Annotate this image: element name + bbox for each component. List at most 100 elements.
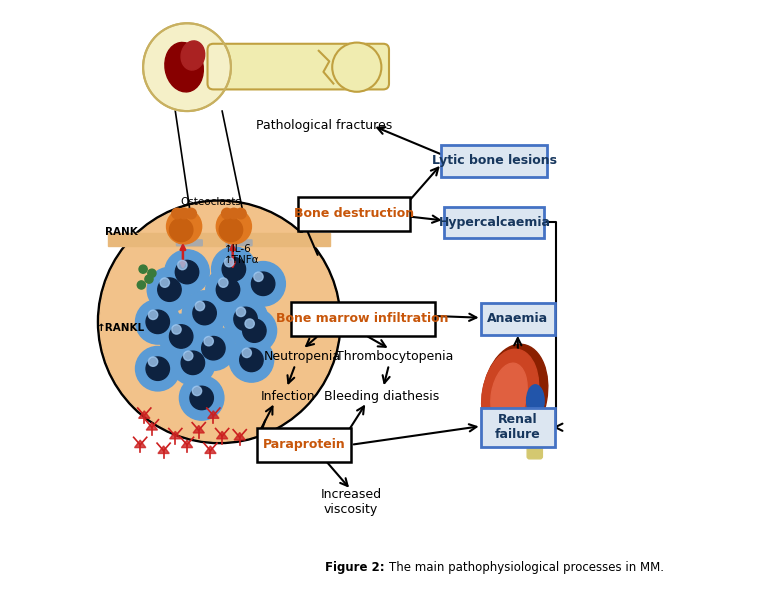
Circle shape <box>160 278 170 287</box>
Circle shape <box>146 357 170 381</box>
Circle shape <box>177 261 187 269</box>
Polygon shape <box>158 446 170 453</box>
Circle shape <box>223 258 246 281</box>
Circle shape <box>158 278 181 301</box>
Circle shape <box>223 297 268 341</box>
Circle shape <box>219 218 243 242</box>
Text: The main pathophysiological processes in MM.: The main pathophysiological processes in… <box>389 561 664 574</box>
FancyBboxPatch shape <box>108 233 331 246</box>
Polygon shape <box>170 431 181 439</box>
Circle shape <box>135 300 180 344</box>
Circle shape <box>225 258 234 267</box>
Circle shape <box>181 351 205 375</box>
Circle shape <box>191 326 236 371</box>
Circle shape <box>175 261 198 284</box>
Circle shape <box>190 387 213 410</box>
Polygon shape <box>216 431 228 439</box>
Circle shape <box>179 208 189 219</box>
Circle shape <box>159 314 203 359</box>
FancyBboxPatch shape <box>226 240 239 246</box>
FancyBboxPatch shape <box>291 302 435 336</box>
Circle shape <box>216 278 240 301</box>
Circle shape <box>232 309 277 353</box>
Ellipse shape <box>491 363 527 427</box>
Circle shape <box>241 262 286 306</box>
Text: Paraprotein: Paraprotein <box>263 439 345 452</box>
Circle shape <box>170 218 193 242</box>
Circle shape <box>242 348 251 358</box>
FancyBboxPatch shape <box>481 303 555 335</box>
Text: Bone destruction: Bone destruction <box>294 207 414 220</box>
Circle shape <box>147 267 191 312</box>
Circle shape <box>172 208 182 219</box>
Text: Figure 2:: Figure 2: <box>325 561 389 574</box>
Circle shape <box>186 208 196 219</box>
Ellipse shape <box>482 349 538 441</box>
Text: Infection: Infection <box>261 389 316 402</box>
Polygon shape <box>208 411 219 418</box>
Circle shape <box>234 307 258 330</box>
Text: Bleeding diathesis: Bleeding diathesis <box>324 389 440 402</box>
Text: Increased
viscosity: Increased viscosity <box>321 488 381 515</box>
Circle shape <box>182 291 227 335</box>
Circle shape <box>236 208 246 219</box>
Circle shape <box>202 336 225 360</box>
FancyBboxPatch shape <box>441 145 548 177</box>
Circle shape <box>251 272 275 296</box>
Circle shape <box>146 310 170 333</box>
Circle shape <box>204 336 213 346</box>
FancyBboxPatch shape <box>444 206 545 238</box>
Circle shape <box>170 325 193 348</box>
Circle shape <box>170 340 216 385</box>
FancyBboxPatch shape <box>177 240 189 246</box>
Circle shape <box>230 337 274 382</box>
Circle shape <box>222 208 232 219</box>
Polygon shape <box>135 440 145 447</box>
Text: ↑RANKL: ↑RANKL <box>97 323 145 333</box>
Ellipse shape <box>165 43 203 92</box>
Polygon shape <box>193 426 205 433</box>
FancyBboxPatch shape <box>239 240 252 246</box>
Circle shape <box>229 208 239 219</box>
Circle shape <box>192 387 202 395</box>
Text: Lytic bone lesions: Lytic bone lesions <box>432 154 557 167</box>
Circle shape <box>193 301 216 325</box>
Polygon shape <box>234 433 245 440</box>
FancyBboxPatch shape <box>257 428 351 462</box>
Circle shape <box>180 376 224 420</box>
Circle shape <box>243 319 266 342</box>
Polygon shape <box>205 446 216 453</box>
Polygon shape <box>146 423 157 430</box>
Circle shape <box>254 272 263 281</box>
Ellipse shape <box>181 41 205 70</box>
Circle shape <box>100 202 338 441</box>
Circle shape <box>137 281 145 289</box>
Circle shape <box>148 269 156 277</box>
FancyBboxPatch shape <box>189 240 202 246</box>
Text: Anaemia: Anaemia <box>487 313 548 326</box>
Text: Hypercalcaemia: Hypercalcaemia <box>438 216 550 229</box>
Circle shape <box>97 200 341 444</box>
Text: RANK: RANK <box>105 228 138 237</box>
Text: Bone marrow infiltration: Bone marrow infiltration <box>276 313 449 326</box>
Polygon shape <box>138 411 150 418</box>
Circle shape <box>332 43 381 92</box>
Circle shape <box>149 357 158 366</box>
FancyBboxPatch shape <box>298 197 410 230</box>
Circle shape <box>135 346 180 391</box>
Circle shape <box>172 325 181 334</box>
Circle shape <box>245 319 254 328</box>
Circle shape <box>237 307 246 317</box>
Text: Osteoclasts: Osteoclasts <box>180 197 241 206</box>
Circle shape <box>145 275 153 283</box>
Text: Thrombocytopenia: Thrombocytopenia <box>336 350 454 363</box>
Circle shape <box>149 310 158 320</box>
Circle shape <box>165 250 209 294</box>
FancyBboxPatch shape <box>481 408 555 447</box>
Circle shape <box>219 278 228 287</box>
Circle shape <box>143 23 231 111</box>
Circle shape <box>184 351 193 361</box>
Ellipse shape <box>527 385 544 417</box>
Text: Pathological fractures: Pathological fractures <box>257 119 393 132</box>
Circle shape <box>240 348 263 372</box>
